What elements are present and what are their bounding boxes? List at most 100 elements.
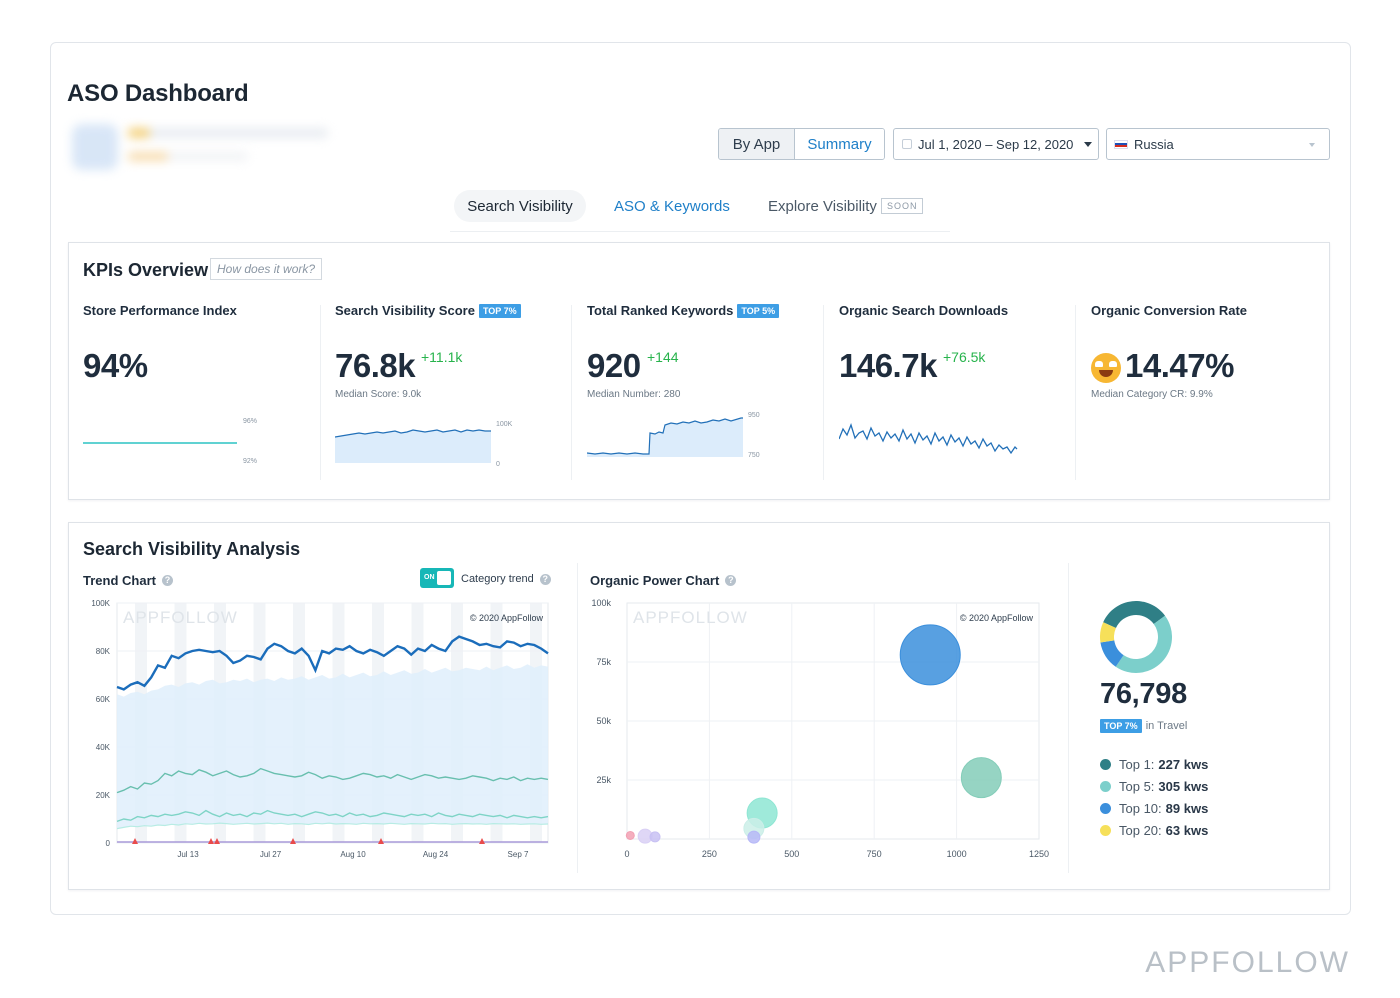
kpi-value: 14.47% bbox=[1091, 347, 1234, 385]
y-tick-label: 40K bbox=[96, 743, 111, 752]
kpi-value: 94% bbox=[83, 347, 148, 384]
axis-bottom-label: 92% bbox=[243, 458, 257, 465]
legend-value: 227 kws bbox=[1158, 756, 1209, 772]
country-select[interactable]: Russia bbox=[1106, 128, 1330, 160]
ranked-keywords-sparkline: 950 750 bbox=[587, 412, 760, 459]
organic-power-chart-title: Organic Power Chart? bbox=[590, 573, 737, 588]
tab-aso-keywords[interactable]: ASO & Keywords bbox=[614, 197, 730, 215]
donut-slice bbox=[1100, 640, 1124, 667]
legend-label: Top 20: bbox=[1119, 822, 1162, 838]
app-selector[interactable] bbox=[68, 118, 373, 176]
kpi-label: Organic Conversion Rate bbox=[1091, 303, 1248, 318]
bubble-point bbox=[625, 830, 635, 840]
category-trend-toggle[interactable]: ON bbox=[420, 568, 454, 588]
y-tick-label: 100k bbox=[591, 598, 611, 608]
x-tick-label: Aug 10 bbox=[340, 850, 366, 859]
legend-dot bbox=[1100, 780, 1111, 792]
help-icon[interactable]: ? bbox=[725, 575, 737, 586]
legend-item: Top 1: 227 kws bbox=[1100, 753, 1208, 775]
legend-label: Top 5: bbox=[1119, 778, 1155, 794]
donut-slice bbox=[1103, 600, 1166, 628]
chart-copyright: © 2020 AppFollow bbox=[960, 613, 1034, 623]
kpi-delta: +144 bbox=[647, 349, 679, 365]
kpi-label: Organic Search Downloads bbox=[839, 303, 1009, 318]
top-badge: TOP 5% bbox=[737, 303, 780, 318]
y-tick-label: 100K bbox=[91, 599, 110, 608]
x-tick-label: Sep 7 bbox=[508, 850, 529, 859]
event-marker bbox=[208, 838, 214, 844]
legend-item: Top 20: 63 kws bbox=[1100, 819, 1208, 841]
kpi-delta: +11.1k bbox=[421, 349, 463, 365]
summary-button[interactable]: Summary bbox=[795, 129, 884, 159]
svg-text:750: 750 bbox=[748, 452, 760, 459]
star-struck-emoji-icon bbox=[1091, 353, 1121, 384]
search-visibility-sparkline: 100K 0 bbox=[335, 421, 513, 468]
store-performance-sparkline: 96% 92% bbox=[83, 418, 257, 465]
kpi-store-performance: Store Performance Index 94% 96% 92% bbox=[83, 303, 283, 481]
organic-downloads-sparkline bbox=[839, 423, 1018, 455]
kpis-overview-panel: KPIs Overview How does it work? Store Pe… bbox=[68, 242, 1330, 500]
legend-dot bbox=[1100, 824, 1111, 836]
bubble-point bbox=[747, 830, 761, 844]
y-tick-label: 60K bbox=[96, 695, 111, 704]
view-toggle: By App Summary bbox=[718, 128, 885, 160]
kpi-value: 920 bbox=[587, 347, 641, 384]
soon-badge: SOON bbox=[880, 198, 924, 214]
x-tick-label: Jul 13 bbox=[177, 850, 199, 859]
kpi-median: Median Category CR: 9.9% bbox=[1091, 389, 1213, 400]
svg-text:100K: 100K bbox=[496, 421, 513, 428]
date-range-picker[interactable]: Jul 1, 2020 – Sep 12, 2020 bbox=[893, 128, 1099, 160]
chevron-down-icon bbox=[1309, 143, 1315, 147]
x-tick-label: 1000 bbox=[947, 849, 967, 859]
trend-series-line bbox=[116, 809, 549, 823]
help-icon[interactable]: ? bbox=[539, 573, 551, 585]
by-app-button[interactable]: By App bbox=[719, 129, 795, 159]
visibility-score-value: 76,798 bbox=[1100, 678, 1187, 710]
chart-watermark: APPFOLLOW bbox=[123, 608, 238, 627]
kpi-label: Total Ranked Keywords TOP 5% bbox=[587, 303, 780, 318]
legend-label: Top 1: bbox=[1119, 756, 1155, 772]
page-title: ASO Dashboard bbox=[67, 80, 249, 107]
kpi-median: Median Score: 9.0k bbox=[335, 389, 422, 400]
tab-explore-label: Explore Visibility bbox=[768, 197, 877, 215]
x-tick-label: 1250 bbox=[1029, 849, 1049, 859]
top-badge: TOP 7% bbox=[1100, 719, 1142, 733]
date-range-value: Jul 1, 2020 – Sep 12, 2020 bbox=[918, 136, 1074, 152]
bubble-point bbox=[960, 757, 1002, 799]
chart-copyright: © 2020 AppFollow bbox=[470, 613, 544, 623]
tab-search-visibility[interactable]: Search Visibility bbox=[454, 190, 586, 222]
x-tick-label: 500 bbox=[784, 849, 799, 859]
kpi-value: 76.8k bbox=[335, 347, 416, 384]
legend-dot bbox=[1100, 802, 1111, 814]
kpi-conversion-rate: Organic Conversion Rate 14.47% Median Ca… bbox=[1091, 303, 1311, 481]
kpi-value: 146.7k bbox=[839, 347, 937, 384]
event-marker bbox=[214, 838, 220, 844]
trend-chart: 100K 80K 60K 40K 20K 0 Jul 13 Jul 27 Aug 10 Aug 2… bbox=[91, 599, 549, 859]
svg-text:950: 950 bbox=[748, 412, 760, 419]
keyword-distribution-donut bbox=[1100, 600, 1172, 673]
donut-slice bbox=[1100, 622, 1116, 643]
y-tick-label: 20K bbox=[96, 791, 111, 800]
event-marker bbox=[132, 838, 138, 844]
kpi-label: Store Performance Index bbox=[83, 303, 237, 318]
caret-down-icon bbox=[1084, 142, 1092, 147]
legend-item: Top 5: 305 kws bbox=[1100, 775, 1208, 797]
kpi-median: Median Number: 280 bbox=[587, 389, 681, 400]
tab-explore-visibility[interactable]: Explore Visibility SOON bbox=[768, 190, 924, 222]
analysis-title: Search Visibility Analysis bbox=[83, 539, 301, 559]
how-does-it-work-link[interactable]: How does it work? bbox=[210, 258, 323, 280]
category-trend-label: Category trend? bbox=[461, 573, 551, 585]
help-icon[interactable]: ? bbox=[161, 575, 173, 586]
kpi-organic-downloads: Organic Search Downloads 146.7k +76.5k bbox=[839, 303, 1059, 481]
x-tick-label: 750 bbox=[867, 849, 882, 859]
axis-top-label: 96% bbox=[243, 418, 257, 425]
event-marker bbox=[378, 838, 384, 844]
kpi-ranked-keywords: Total Ranked Keywords TOP 5% 920 +144 Me… bbox=[587, 303, 807, 481]
event-marker bbox=[290, 838, 296, 844]
trend-series-line bbox=[116, 822, 549, 830]
search-visibility-analysis-panel: Search Visibility Analysis Trend Chart? … bbox=[68, 522, 1330, 890]
calendar-icon bbox=[902, 139, 912, 149]
legend-value: 305 kws bbox=[1158, 778, 1209, 794]
bubble-point bbox=[649, 831, 661, 843]
legend-item: Top 10: 89 kws bbox=[1100, 797, 1208, 819]
